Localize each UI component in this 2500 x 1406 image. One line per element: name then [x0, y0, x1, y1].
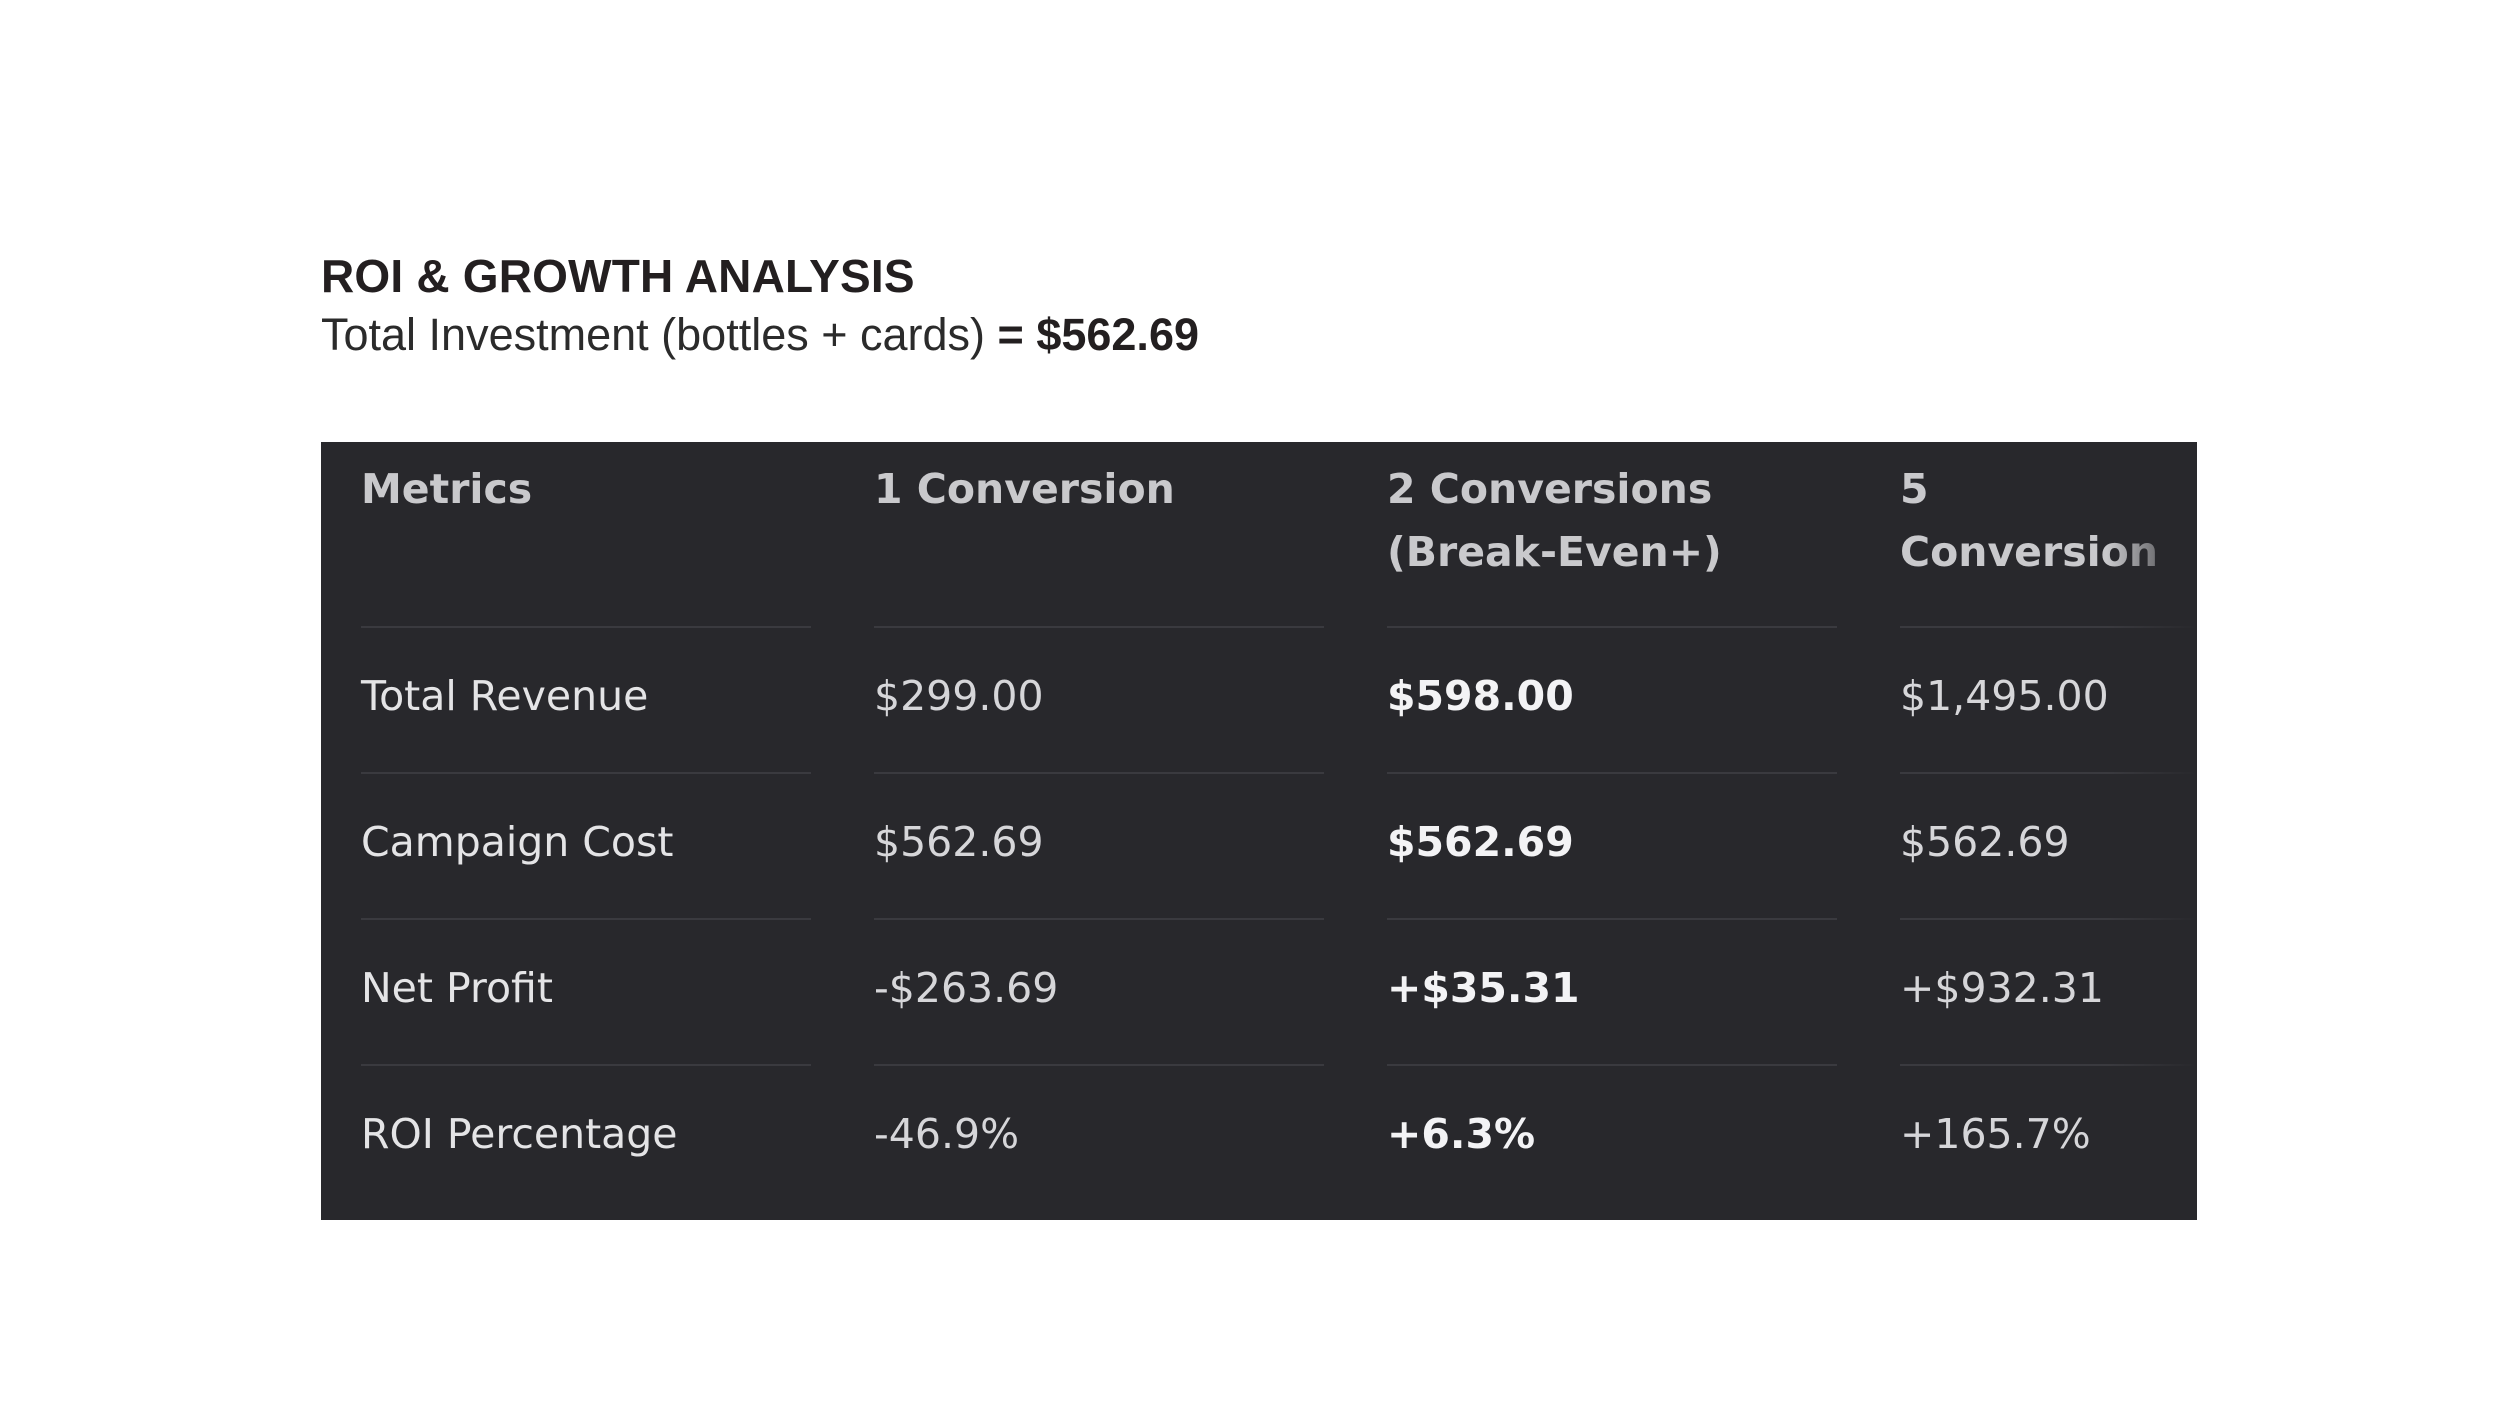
cell-cost-5: $562.69	[1900, 818, 2070, 866]
divider	[874, 1064, 1324, 1066]
divider	[1900, 918, 2197, 920]
divider	[1900, 772, 2197, 774]
divider	[874, 918, 1324, 920]
cell-cost-1: $562.69	[874, 818, 1044, 866]
cell-roi-1: -46.9%	[874, 1110, 1020, 1158]
header-1-conversion: 1 Conversion	[874, 465, 1175, 513]
row-label-roi-percentage: ROI Percentage	[361, 1110, 678, 1158]
cell-revenue-1: $299.00	[874, 672, 1044, 720]
page-title: ROI & GROWTH ANALYSIS	[321, 250, 915, 302]
cell-roi-5: +165.7%	[1900, 1110, 2091, 1158]
divider	[361, 1064, 811, 1066]
divider	[874, 626, 1324, 628]
divider	[1387, 772, 1837, 774]
header-2-conversions: 2 Conversions (Break-Even+)	[1387, 465, 1722, 576]
cell-profit-2: +$35.31	[1387, 964, 1580, 1012]
investment-summary: Total Investment (bottles + cards) = $56…	[321, 304, 1199, 366]
row-label-net-profit: Net Profit	[361, 964, 553, 1012]
cell-roi-2: +6.3%	[1387, 1110, 1536, 1158]
investment-total: = $562.69	[997, 309, 1199, 360]
row-label-campaign-cost: Campaign Cost	[361, 818, 674, 866]
cell-profit-5: +$932.31	[1900, 964, 2104, 1012]
cell-cost-2: $562.69	[1387, 818, 1574, 866]
investment-label: Total Investment (bottles + cards)	[321, 309, 998, 360]
divider	[361, 626, 811, 628]
heading-block: ROI & GROWTH ANALYSIS Total Investment (…	[321, 248, 1199, 366]
cell-revenue-5: $1,495.00	[1900, 672, 2109, 720]
header-metrics: Metrics	[361, 465, 533, 513]
cell-profit-1: -$263.69	[874, 964, 1059, 1012]
cell-revenue-2: $598.00	[1387, 672, 1574, 720]
row-label-total-revenue: Total Revenue	[361, 672, 649, 720]
header-5-conversions: 5 Conversion	[1900, 465, 2159, 576]
divider	[1387, 1064, 1837, 1066]
divider	[1900, 1064, 2197, 1066]
divider	[1387, 626, 1837, 628]
divider	[361, 772, 811, 774]
divider	[1387, 918, 1837, 920]
divider	[874, 772, 1324, 774]
roi-table: Metrics Total Revenue Campaign Cost Net …	[321, 442, 2197, 1220]
divider	[361, 918, 811, 920]
divider	[1900, 626, 2197, 628]
